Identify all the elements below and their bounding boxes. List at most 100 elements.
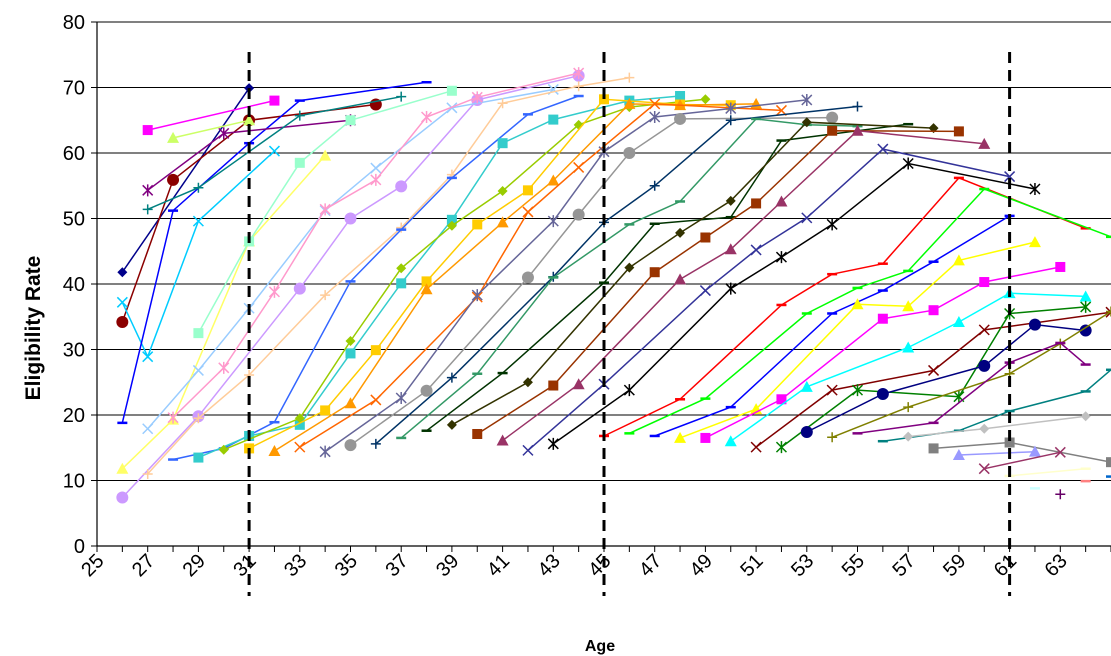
data-point (649, 180, 660, 191)
series-line (496, 124, 991, 446)
data-point (497, 185, 508, 196)
data-point (522, 377, 533, 388)
y-tick-label: 10 (63, 471, 85, 493)
y-tick-labels: 0 10 20 30 40 50 60 70 80 (63, 12, 85, 558)
data-point (1028, 236, 1041, 248)
data-point (725, 282, 737, 295)
data-point (116, 462, 129, 474)
data-point (472, 219, 483, 230)
data-point (599, 94, 609, 105)
data-point (142, 351, 154, 363)
data-point (700, 432, 711, 443)
data-point (624, 72, 635, 83)
series-line (547, 157, 1041, 450)
data-point (1079, 290, 1092, 302)
series-line (599, 176, 1091, 438)
series-path (147, 99, 275, 131)
data-point (294, 413, 305, 424)
data-point (167, 173, 180, 186)
data-point (396, 91, 407, 102)
data-point (192, 364, 204, 376)
series-path (121, 155, 326, 470)
data-point (320, 405, 331, 416)
data-point (345, 335, 356, 346)
data-point (1054, 446, 1066, 458)
data-point (345, 348, 356, 359)
data-point (1106, 306, 1111, 317)
series-line (775, 300, 1092, 454)
data-point (902, 341, 915, 353)
series-path (1009, 467, 1086, 477)
data-point (1029, 183, 1041, 196)
series-line (344, 111, 839, 452)
data-point (827, 432, 838, 443)
data-point (952, 254, 965, 266)
series-line (472, 125, 964, 439)
data-point (700, 94, 711, 105)
series-line (142, 72, 635, 479)
y-tick-label: 60 (63, 143, 85, 165)
series-group (116, 67, 1111, 504)
data-point (396, 263, 407, 274)
data-point (928, 305, 939, 316)
data-point (699, 285, 711, 297)
data-point (547, 437, 559, 450)
data-point (827, 125, 838, 136)
y-tick-label: 50 (63, 209, 85, 231)
data-point (674, 431, 687, 443)
data-point (1079, 324, 1092, 337)
data-point (294, 110, 305, 121)
series-line (421, 122, 914, 432)
data-point (370, 438, 381, 449)
data-point (521, 271, 534, 284)
data-point (978, 463, 990, 475)
data-point (319, 445, 331, 458)
data-point (800, 426, 813, 439)
y-tick-label: 80 (63, 12, 85, 34)
series-line (167, 114, 256, 143)
axes (91, 21, 1111, 552)
data-point (446, 214, 457, 225)
series-path (121, 87, 250, 273)
data-point (902, 157, 914, 170)
data-point (344, 212, 357, 225)
data-point (573, 67, 585, 80)
data-point (902, 300, 915, 312)
data-point (142, 125, 153, 136)
series-line (218, 94, 711, 455)
data-point (142, 184, 154, 197)
data-point (1004, 171, 1016, 183)
data-point (496, 216, 509, 228)
series-line (624, 187, 1111, 435)
series-line (116, 145, 280, 363)
data-point (775, 251, 787, 264)
data-point (674, 112, 687, 125)
data-point (370, 394, 382, 406)
data-point (116, 296, 128, 308)
data-point (573, 119, 584, 130)
series-line (724, 287, 1092, 447)
series-path (705, 266, 1061, 439)
series-line (750, 306, 1111, 453)
data-point (674, 273, 687, 285)
series-line (142, 95, 280, 136)
series-path (172, 95, 579, 461)
data-point (751, 198, 762, 209)
data-point (1004, 437, 1015, 448)
data-point (725, 195, 736, 206)
data-point (522, 206, 534, 218)
data-point (776, 394, 787, 405)
series-line (294, 98, 787, 453)
data-point (801, 93, 813, 106)
data-point (851, 124, 864, 136)
data-point (243, 114, 256, 126)
series-path (172, 72, 579, 419)
data-point (800, 380, 813, 392)
data-point (978, 324, 990, 336)
data-point (877, 313, 888, 324)
y-axis-title: Eligibility Rate (22, 256, 45, 401)
data-point (876, 388, 889, 401)
data-point (446, 85, 457, 96)
